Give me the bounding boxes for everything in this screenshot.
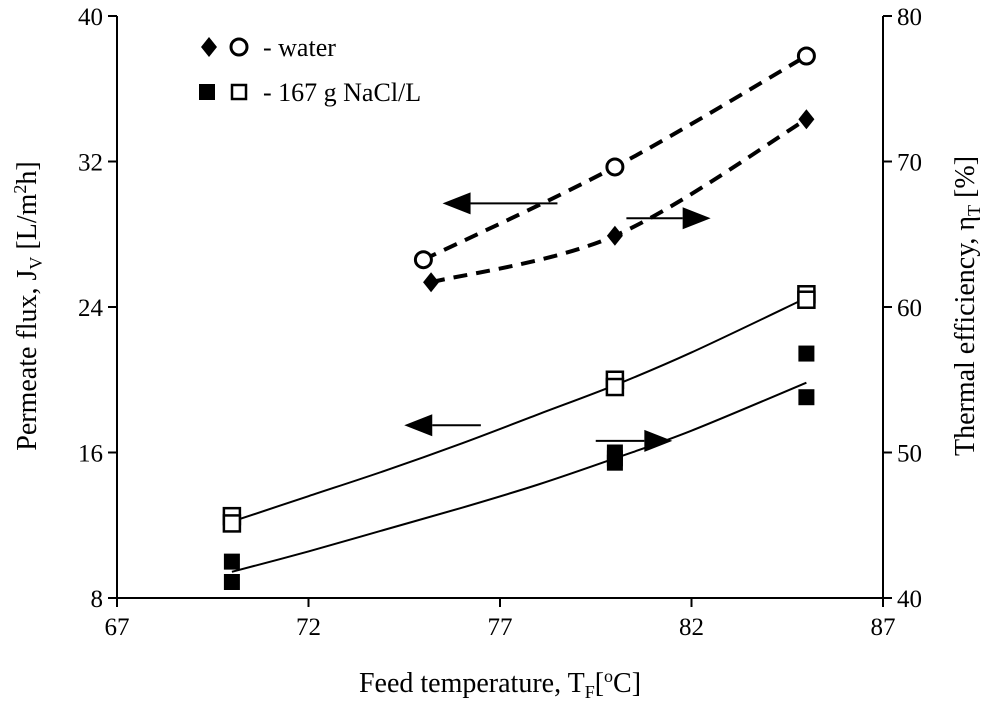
x-tick-label: 82 bbox=[679, 614, 704, 641]
y-right-tick-label: 50 bbox=[897, 441, 922, 468]
axis-ticks: 67 72 77 82 87 8 16 24 32 40 40 50 60 70 80 bbox=[78, 4, 922, 641]
fit-line-left bbox=[231, 297, 807, 523]
fit-lines bbox=[231, 297, 807, 573]
data-point-filled-square bbox=[223, 553, 240, 570]
data-point-open-square bbox=[605, 377, 625, 397]
data-point-filled-square bbox=[606, 454, 623, 471]
arrow-head-right bbox=[682, 207, 711, 230]
legend-filled-square-marker bbox=[199, 84, 215, 100]
data-point-filled-square bbox=[798, 389, 815, 406]
y-right-tick-label: 60 bbox=[897, 295, 922, 322]
data-point-open-square bbox=[797, 290, 816, 309]
y-left-tick-label: 32 bbox=[78, 150, 103, 177]
x-tick-label: 77 bbox=[488, 614, 513, 641]
legend-open-circle-marker bbox=[229, 37, 249, 57]
y-right-tick-label: 40 bbox=[897, 586, 922, 613]
y-axis-right-title: Thermal efficiency, ηT [%] bbox=[950, 156, 984, 456]
y-right-tick-label: 80 bbox=[897, 4, 922, 31]
data-point-open-circle bbox=[605, 157, 625, 177]
data-point-filled-diamond bbox=[798, 109, 815, 130]
data-point-open-square bbox=[222, 514, 242, 533]
legend-nacl-label: - 167 g NaCl/L bbox=[263, 78, 421, 107]
x-tick-label: 72 bbox=[296, 614, 321, 641]
legend-open-square-marker bbox=[230, 83, 248, 101]
data-point-open-circle bbox=[413, 250, 433, 270]
y-right-tick-label: 70 bbox=[897, 150, 922, 177]
y-left-tick-label: 8 bbox=[91, 586, 104, 613]
data-point-filled-square bbox=[223, 573, 240, 590]
direction-arrows bbox=[404, 192, 711, 452]
legend-water-label: - water bbox=[263, 33, 336, 62]
fit-line-right bbox=[231, 381, 807, 573]
data-point-filled-diamond bbox=[606, 225, 623, 246]
legend: - water - 167 g NaCl/L bbox=[199, 33, 421, 107]
legend-filled-diamond-marker bbox=[201, 37, 217, 57]
data-point-filled-diamond bbox=[423, 272, 440, 293]
y-left-tick-label: 40 bbox=[78, 4, 103, 31]
data-point-filled-square bbox=[798, 345, 815, 362]
y-axis-left-title: Permeate flux, JV [L/m2h] bbox=[10, 161, 46, 451]
data-markers bbox=[222, 46, 816, 590]
arrow-head-left bbox=[442, 192, 471, 215]
x-tick-label: 87 bbox=[871, 614, 896, 641]
y-left-tick-label: 24 bbox=[78, 295, 104, 322]
arrow-head-left bbox=[404, 414, 433, 437]
x-tick-label: 67 bbox=[105, 614, 130, 641]
y-left-tick-label: 16 bbox=[78, 441, 103, 468]
arrow-head-right bbox=[644, 429, 673, 452]
legend-nacl-markers bbox=[199, 83, 248, 101]
data-point-open-circle bbox=[796, 46, 816, 66]
x-axis-title: Feed temperature, TF[oC] bbox=[359, 666, 641, 702]
dashed-line-filled-diamond bbox=[430, 117, 808, 285]
legend-water-markers bbox=[201, 37, 249, 57]
